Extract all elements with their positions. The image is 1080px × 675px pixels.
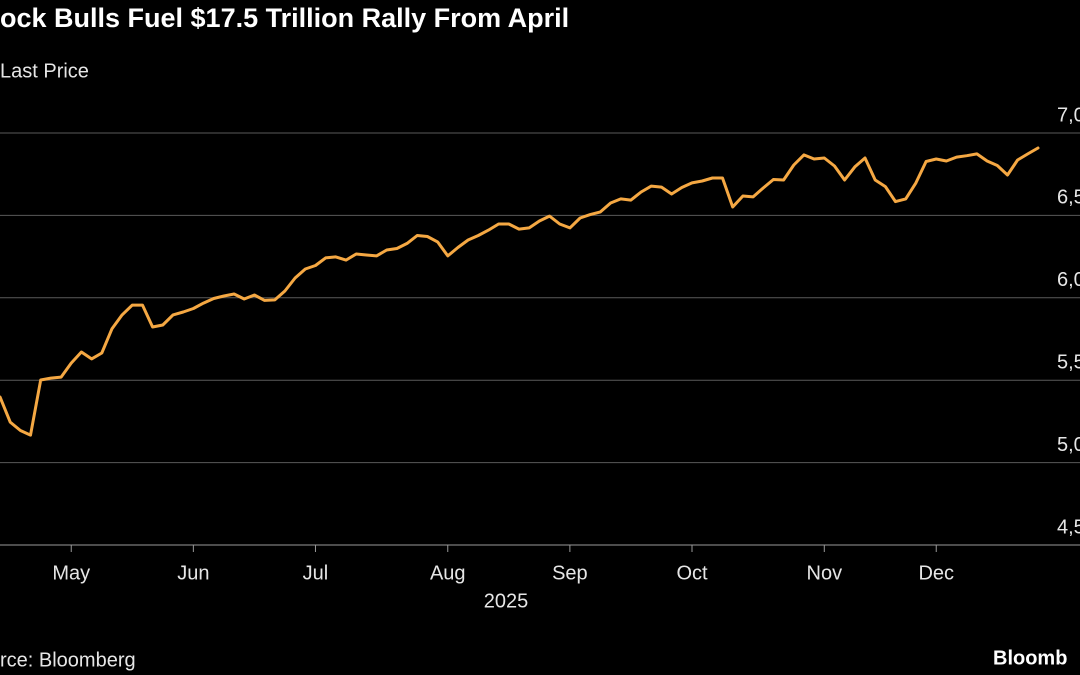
legend-label: Last Price [0,60,89,82]
y-tick-label: 6,5 [1057,187,1080,209]
brand: Bloomb [993,647,1067,669]
chart-title: ock Bulls Fuel $17.5 Trillion Rally From… [0,3,569,33]
x-tick-label: Jun [177,562,209,584]
y-tick-label: 5,5 [1057,351,1080,373]
x-tick-label: Oct [676,562,708,584]
x-axis-label: 2025 [484,590,529,612]
x-tick-label: Dec [918,562,954,584]
y-tick-label: 7,0 [1057,104,1080,126]
x-tick-label: May [52,562,90,584]
y-tick-label: 6,0 [1057,269,1080,291]
y-tick-label: 4,5 [1057,516,1080,538]
line-series [0,146,1040,437]
x-tick-label: Sep [552,562,588,584]
y-tick-label: 5,0 [1057,434,1080,456]
x-tick-label: Aug [430,562,466,584]
source: rce: Bloomberg [0,649,136,671]
x-tick-label: Jul [303,562,329,584]
x-tick-label: Nov [807,562,843,584]
